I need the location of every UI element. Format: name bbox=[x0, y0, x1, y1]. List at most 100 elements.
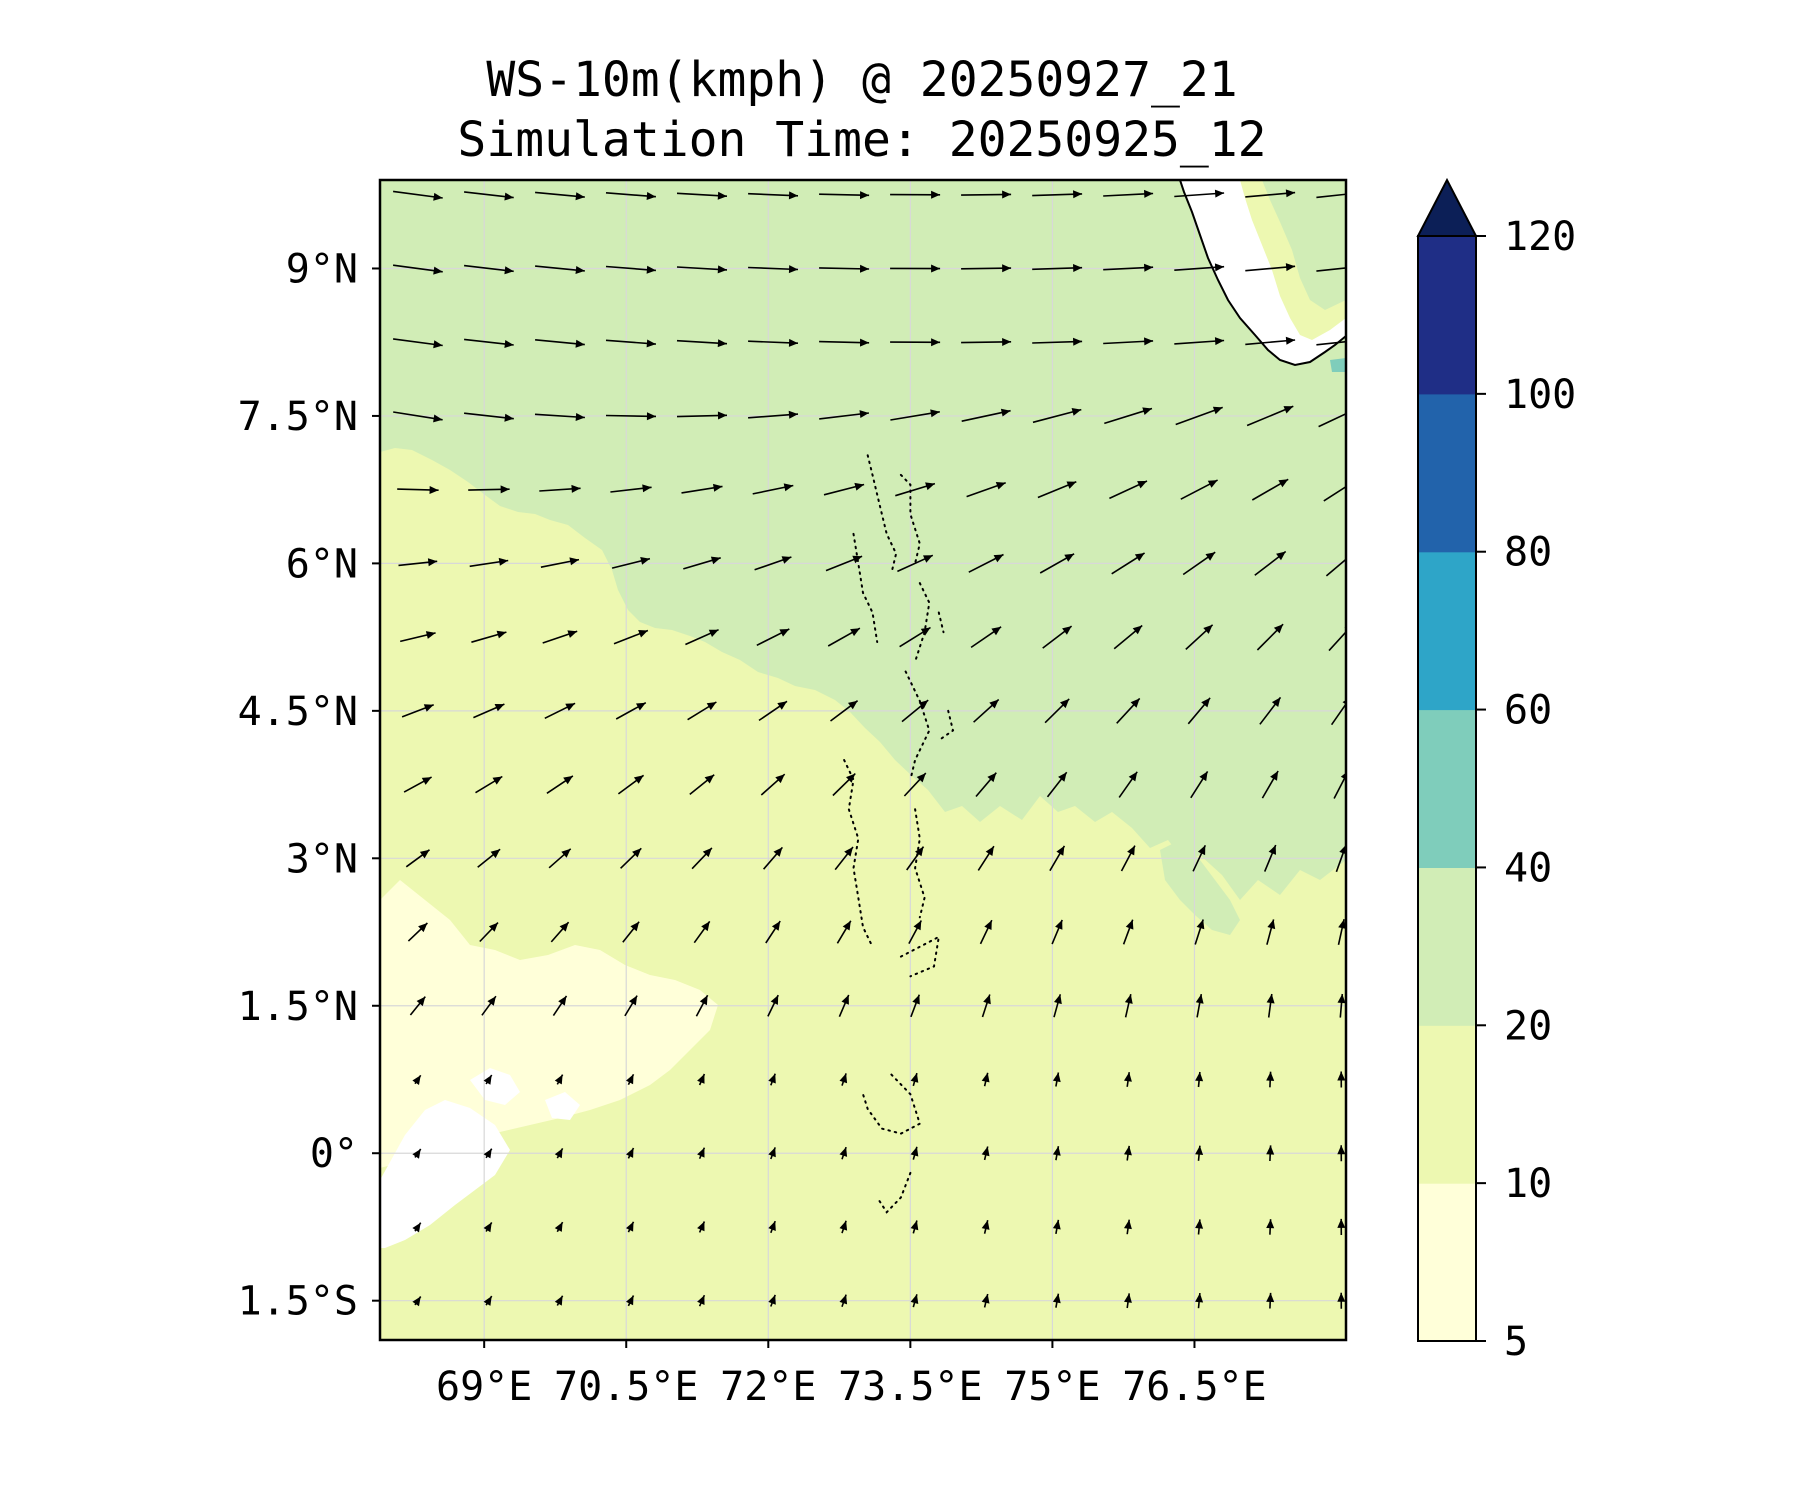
wind-vector bbox=[605, 192, 656, 200]
wind-vector bbox=[535, 191, 585, 201]
wind-vector bbox=[903, 772, 927, 797]
colorbar-tick-label: 5 bbox=[1504, 1319, 1528, 1365]
wind-vector bbox=[1337, 1292, 1346, 1309]
wind-vector bbox=[1335, 844, 1346, 873]
wind-vector bbox=[1194, 919, 1205, 945]
wind-vector bbox=[393, 411, 443, 423]
wind-vector bbox=[605, 412, 657, 421]
wind-vector bbox=[975, 772, 997, 798]
maldives-atolls bbox=[843, 454, 955, 1214]
wind-vector bbox=[626, 1073, 635, 1086]
wind-vector bbox=[1175, 406, 1223, 426]
wind-vector bbox=[839, 1146, 848, 1160]
y-axis-ticks: 9°N 7.5°N 6°N 4.5°N 3°N 1.5°N 0° 1.5°S bbox=[238, 246, 380, 1325]
atoll-outline bbox=[852, 532, 879, 643]
wind-vector bbox=[748, 191, 799, 200]
wind-vector bbox=[412, 1222, 422, 1233]
wind-vector bbox=[1316, 267, 1346, 272]
wind-vector bbox=[400, 631, 436, 643]
wind-vector bbox=[1174, 263, 1225, 272]
wind-vector bbox=[1246, 405, 1294, 427]
wind-vector bbox=[605, 265, 656, 274]
y-tick-label: 7.5°N bbox=[238, 394, 358, 440]
wind-vector bbox=[464, 264, 514, 275]
y-tick-label: 1.5°N bbox=[238, 984, 358, 1030]
gridlines bbox=[380, 180, 1346, 1340]
atoll-outline bbox=[862, 1073, 922, 1135]
colorbar-tick-label: 20 bbox=[1504, 1003, 1552, 1049]
wind-vector bbox=[622, 921, 640, 943]
wind-vector bbox=[1103, 337, 1154, 346]
wind-vector bbox=[676, 339, 728, 348]
wind-vector bbox=[534, 413, 585, 421]
wind-vector bbox=[691, 847, 713, 870]
wind-vector bbox=[1245, 189, 1296, 198]
wind-vector bbox=[1337, 919, 1346, 945]
wind-vector bbox=[1323, 485, 1346, 502]
wind-vector bbox=[407, 922, 428, 942]
wind-vector bbox=[1032, 190, 1083, 199]
wind-vector-layer bbox=[392, 189, 1346, 1309]
wind-vector bbox=[403, 776, 432, 793]
colorbar-tick-label: 10 bbox=[1504, 1161, 1552, 1207]
wind-vector bbox=[1180, 479, 1218, 500]
map-frame bbox=[378, 178, 1348, 1342]
colorbar-segment bbox=[1418, 1183, 1476, 1342]
wind-vector bbox=[676, 411, 728, 420]
wind-vector bbox=[697, 1294, 706, 1307]
wind-vector bbox=[475, 775, 503, 794]
wind-vector bbox=[1263, 844, 1277, 872]
wind-vector bbox=[397, 486, 439, 494]
land-mass bbox=[1178, 180, 1346, 367]
wind-vector bbox=[832, 773, 856, 797]
wind-vector bbox=[825, 555, 863, 572]
wind-vector bbox=[392, 264, 443, 275]
colorbar-segment bbox=[1418, 867, 1476, 1026]
colorbar-segment bbox=[1418, 709, 1476, 868]
speed-band-40-60-patch-2 bbox=[1330, 358, 1346, 372]
wind-vector bbox=[542, 630, 578, 644]
wind-vector bbox=[973, 698, 1000, 723]
wind-vector bbox=[1174, 189, 1225, 198]
x-axis-ticks: 69°E 70.5°E 72°E 73.5°E 75°E 76.5°E bbox=[436, 1340, 1267, 1410]
wind-vector bbox=[895, 482, 936, 497]
wind-vector bbox=[768, 1073, 776, 1086]
wind-vector bbox=[615, 701, 647, 720]
wind-vector bbox=[1053, 994, 1062, 1018]
wind-vector bbox=[1251, 478, 1289, 501]
atoll-outline bbox=[866, 454, 898, 575]
wind-vector bbox=[412, 1148, 422, 1159]
wind-vector bbox=[1259, 696, 1282, 725]
wind-vector bbox=[477, 848, 501, 868]
wind-vector bbox=[890, 190, 941, 199]
wind-vector bbox=[767, 994, 779, 1017]
wind-vector bbox=[836, 920, 852, 944]
wind-vector bbox=[834, 846, 854, 871]
wind-vector bbox=[1316, 193, 1346, 199]
wind-vector bbox=[676, 191, 728, 200]
wind-vector bbox=[405, 849, 430, 868]
wind-vector bbox=[464, 191, 514, 201]
wind-vector bbox=[473, 703, 505, 719]
wind-vector bbox=[401, 704, 434, 718]
x-tick-label: 69°E bbox=[436, 1364, 532, 1410]
wind-vector bbox=[409, 996, 426, 1016]
wind-vector bbox=[1124, 1145, 1132, 1161]
wind-vector bbox=[624, 995, 638, 1017]
wind-vector bbox=[697, 1073, 706, 1086]
wind-vector bbox=[550, 921, 570, 943]
wind-vector bbox=[626, 1295, 635, 1307]
india-inland-wind-zone-2 bbox=[1262, 180, 1346, 310]
wind-vector bbox=[626, 1147, 635, 1159]
wind-vector bbox=[768, 1220, 776, 1234]
wind-vector bbox=[554, 1295, 564, 1306]
wind-vector bbox=[535, 339, 585, 348]
wind-vector bbox=[1254, 550, 1287, 576]
atoll-outline bbox=[876, 1171, 912, 1214]
wind-vector bbox=[392, 190, 443, 201]
atoll-outline bbox=[914, 808, 926, 919]
wind-vector bbox=[1122, 919, 1134, 945]
wind-vector bbox=[683, 556, 721, 570]
wind-vector bbox=[1195, 1071, 1204, 1088]
